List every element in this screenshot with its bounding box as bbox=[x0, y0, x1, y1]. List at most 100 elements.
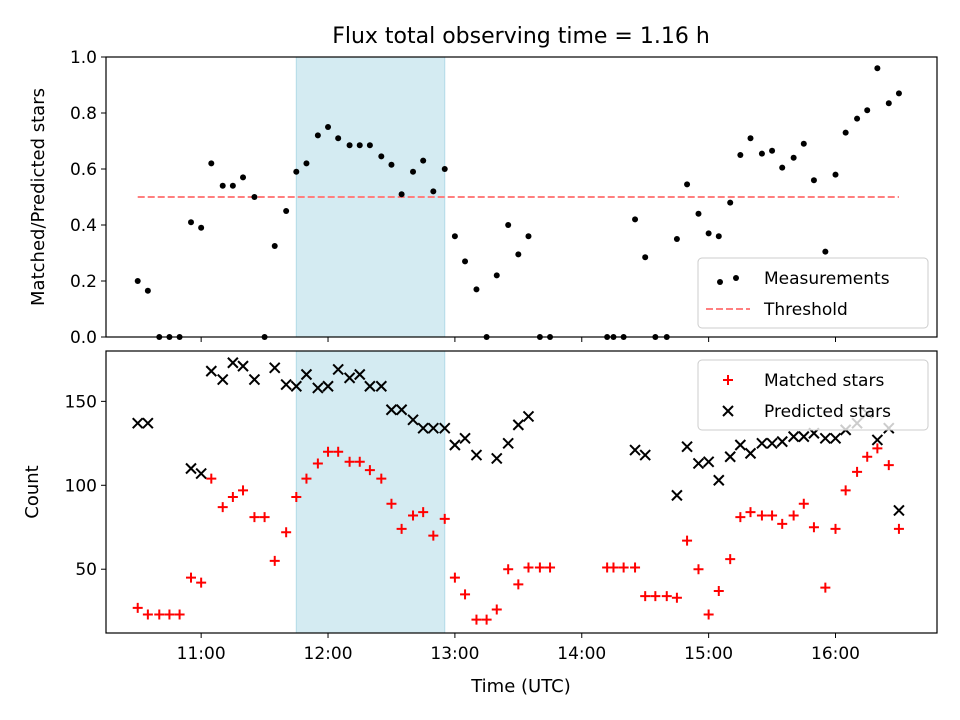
y-axis-label: Matched/Predicted stars bbox=[28, 88, 49, 306]
data-point bbox=[271, 243, 278, 249]
data-point bbox=[692, 457, 705, 470]
data-point bbox=[142, 609, 153, 620]
data-point bbox=[376, 473, 387, 484]
data-point bbox=[249, 512, 260, 523]
data-point bbox=[312, 382, 324, 394]
data-point bbox=[883, 460, 894, 471]
data-point bbox=[217, 373, 229, 386]
data-point bbox=[385, 404, 398, 416]
data-point bbox=[639, 449, 651, 461]
data-point bbox=[378, 153, 385, 160]
data-point bbox=[798, 498, 809, 509]
legend-marker bbox=[733, 275, 739, 281]
data-point bbox=[462, 258, 469, 265]
data-point bbox=[164, 609, 175, 620]
y-tick-label: 1.0 bbox=[70, 48, 97, 68]
data-point bbox=[439, 513, 450, 524]
data-point bbox=[893, 504, 905, 517]
data-point bbox=[269, 555, 280, 566]
legend-marker bbox=[723, 375, 733, 385]
data-point bbox=[790, 154, 797, 161]
data-point bbox=[523, 562, 534, 573]
data-point bbox=[702, 456, 715, 468]
data-point bbox=[819, 432, 832, 444]
data-point bbox=[343, 372, 356, 384]
data-point bbox=[144, 287, 151, 294]
axes-frame bbox=[105, 350, 938, 634]
data-point bbox=[682, 535, 693, 546]
data-point bbox=[375, 380, 388, 392]
axes-frame bbox=[105, 56, 938, 338]
data-point bbox=[822, 248, 829, 255]
data-point bbox=[335, 135, 342, 142]
data-point bbox=[756, 437, 768, 450]
data-point bbox=[642, 254, 649, 261]
top-panel: 0.0 0.2 0.4 0.6 0.8 1.0 Matched/Predicted star… bbox=[28, 48, 938, 348]
data-point bbox=[396, 523, 407, 534]
y-axis-label: Count bbox=[22, 465, 43, 518]
data-point bbox=[661, 591, 672, 602]
data-point bbox=[756, 510, 767, 521]
data-point bbox=[852, 466, 863, 477]
data-point bbox=[344, 456, 355, 467]
data-point bbox=[787, 430, 800, 443]
x-tick-label: 15:00 bbox=[684, 644, 733, 664]
data-point bbox=[441, 166, 448, 172]
data-point bbox=[449, 439, 461, 451]
data-point bbox=[300, 368, 313, 381]
y-tick-label: 100 bbox=[65, 476, 97, 496]
data-point bbox=[460, 589, 471, 600]
data-point bbox=[766, 437, 778, 450]
legend-box bbox=[697, 257, 929, 329]
data-point bbox=[259, 512, 270, 523]
data-point bbox=[407, 414, 419, 426]
data-point bbox=[428, 530, 439, 541]
data-point bbox=[301, 473, 312, 484]
data-point bbox=[142, 417, 154, 429]
y-tick-label: 0.6 bbox=[70, 160, 97, 180]
data-point bbox=[713, 474, 725, 486]
data-point bbox=[227, 357, 239, 369]
data-point bbox=[769, 147, 776, 154]
bottom-panel: 50 100 150 11:00 12:00 13:00 14:00 15:00 16:00 Co… bbox=[22, 350, 938, 664]
data-point bbox=[703, 609, 714, 620]
data-point bbox=[725, 554, 736, 565]
x-tick-label: 14:00 bbox=[557, 644, 606, 664]
data-point bbox=[132, 602, 143, 613]
data-point bbox=[229, 182, 236, 189]
data-point bbox=[346, 142, 353, 149]
legend-label: Threshold bbox=[763, 300, 848, 320]
data-point bbox=[132, 417, 144, 429]
data-point bbox=[673, 236, 680, 242]
data-point bbox=[810, 177, 817, 184]
x-tick-label: 11:00 bbox=[177, 644, 226, 664]
y-tick-label: 0.0 bbox=[70, 328, 97, 348]
data-point bbox=[430, 188, 437, 195]
data-point bbox=[681, 440, 693, 453]
data-point bbox=[798, 430, 810, 443]
y-tick-label: 0.4 bbox=[70, 216, 97, 236]
data-point bbox=[671, 592, 682, 603]
data-point bbox=[459, 432, 471, 444]
data-point bbox=[280, 378, 292, 391]
data-point bbox=[747, 135, 754, 142]
data-point bbox=[895, 90, 902, 97]
y-tick-label: 0.2 bbox=[70, 272, 97, 292]
data-point bbox=[745, 507, 756, 518]
data-point bbox=[219, 182, 226, 189]
x-tick-label: 16:00 bbox=[811, 644, 860, 664]
y-tick-label: 50 bbox=[75, 560, 97, 580]
series-measurements bbox=[134, 65, 902, 340]
data-point bbox=[893, 523, 904, 534]
x-tick-label: 13:00 bbox=[430, 644, 479, 664]
data-point bbox=[767, 510, 778, 521]
data-point bbox=[354, 368, 366, 381]
data-point bbox=[332, 363, 344, 376]
data-point bbox=[312, 458, 323, 469]
data-point bbox=[154, 609, 165, 620]
data-point bbox=[473, 286, 480, 293]
data-point bbox=[449, 572, 460, 583]
data-point bbox=[640, 591, 651, 602]
data-point bbox=[188, 219, 195, 226]
